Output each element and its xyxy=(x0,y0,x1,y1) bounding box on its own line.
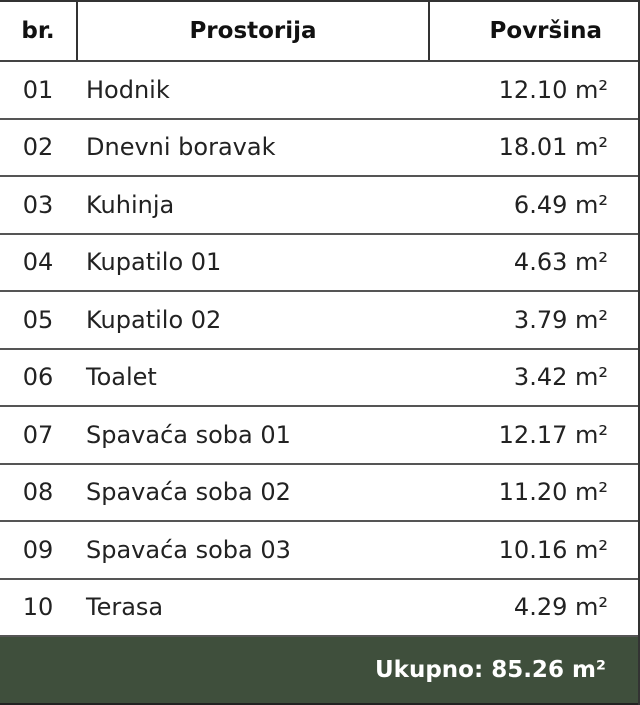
table-row: 04 Kupatilo 01 4.63 m² xyxy=(0,235,638,292)
row-room: Kuhinja xyxy=(86,190,175,219)
row-number: 10 xyxy=(22,593,54,622)
header-area: Površina xyxy=(428,2,638,60)
row-room: Toalet xyxy=(86,363,157,392)
row-room: Hodnik xyxy=(86,75,170,104)
table-row: 07 Spavaća soba 01 12.17 m² xyxy=(0,407,638,465)
row-number: 05 xyxy=(22,305,54,334)
row-number: 03 xyxy=(22,190,54,219)
table-row: 08 Spavaća soba 02 11.20 m² xyxy=(0,465,638,522)
row-room: Spavaća soba 02 xyxy=(86,478,291,507)
table-row: 06 Toalet 3.42 m² xyxy=(0,350,638,407)
row-room: Kupatilo 02 xyxy=(86,305,222,334)
row-room: Spavaća soba 03 xyxy=(86,535,291,564)
row-room: Spavaća soba 01 xyxy=(86,420,291,449)
row-number: 06 xyxy=(22,363,54,392)
row-number: 09 xyxy=(22,535,54,564)
row-number: 02 xyxy=(22,133,54,162)
table-row: 03 Kuhinja 6.49 m² xyxy=(0,177,638,235)
table-row: 10 Terasa 4.29 m² xyxy=(0,580,638,637)
table-row: 09 Spavaća soba 03 10.16 m² xyxy=(0,522,638,580)
row-number: 04 xyxy=(22,248,54,277)
table-row: 05 Kupatilo 02 3.79 m² xyxy=(0,292,638,350)
row-room: Dnevni boravak xyxy=(86,133,276,162)
row-area: 3.79 m² xyxy=(513,305,608,334)
row-area: 6.49 m² xyxy=(513,190,608,219)
table-row: 02 Dnevni boravak 18.01 m² xyxy=(0,120,638,177)
row-room: Kupatilo 01 xyxy=(86,248,222,277)
row-room: Terasa xyxy=(86,593,164,622)
row-area: 4.29 m² xyxy=(513,593,608,622)
row-area: 3.42 m² xyxy=(513,363,608,392)
table-footer-total: Ukupno: 85.26 m² xyxy=(0,637,638,705)
row-area: 4.63 m² xyxy=(513,248,608,277)
row-area: 12.10 m² xyxy=(498,75,608,104)
row-number: 07 xyxy=(22,420,54,449)
row-area: 12.17 m² xyxy=(498,420,608,449)
table-header: br. Prostorija Površina xyxy=(0,2,638,62)
row-area: 11.20 m² xyxy=(498,478,608,507)
row-number: 08 xyxy=(22,478,54,507)
table-row: 01 Hodnik 12.10 m² xyxy=(0,62,638,120)
row-area: 18.01 m² xyxy=(498,133,608,162)
header-number: br. xyxy=(21,18,55,44)
header-room: Prostorija xyxy=(76,2,428,60)
row-number: 01 xyxy=(22,75,54,104)
row-area: 10.16 m² xyxy=(498,535,608,564)
